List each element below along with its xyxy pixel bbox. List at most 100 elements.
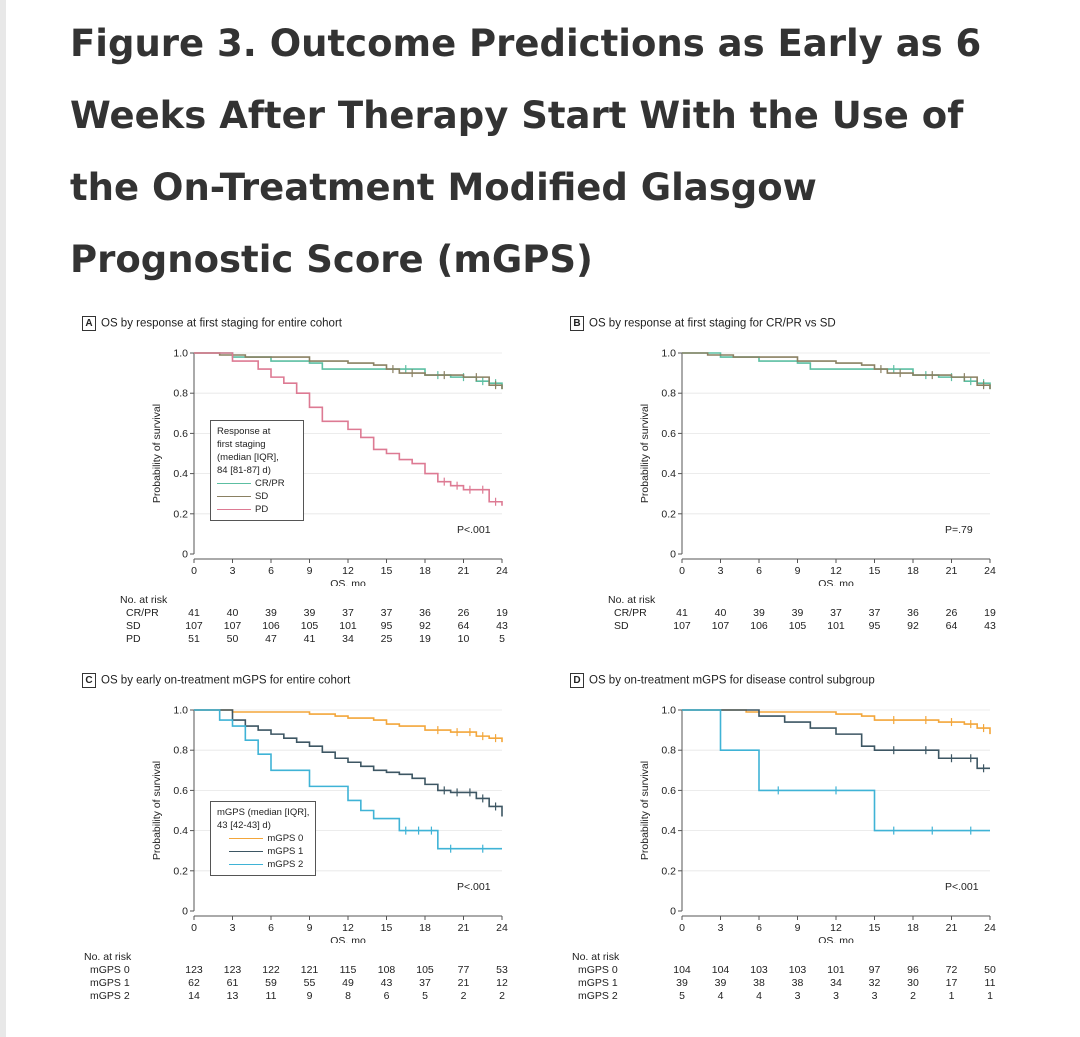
risk-row-label: mGPS 1 [90,977,130,989]
risk-count: 61 [226,977,239,989]
x-tick-label: 9 [307,922,313,934]
y-tick-label: 0.8 [173,388,188,400]
y-tick-label: 0.6 [173,785,188,797]
risk-count: 40 [714,607,727,619]
risk-count: 105 [416,964,434,976]
risk-count: 1 [987,990,993,1002]
series-line-sd [194,352,503,390]
risk-count: 8 [345,990,351,1002]
risk-count: 105 [788,620,807,632]
risk-count: 30 [907,977,919,989]
risk-count: 103 [788,964,807,976]
series-line-mgps-2 [682,709,990,832]
legend-entry: PD [217,503,297,516]
legend: Response at first staging (median [IQR], 84… [210,420,304,521]
risk-count: 108 [377,964,396,976]
risk-count: 105 [300,620,319,632]
risk-count: 101 [827,620,845,632]
risk-count: 5 [679,990,685,1002]
risk-count: 122 [262,964,280,976]
panel-letter: D [570,673,584,688]
risk-count: 41 [676,607,688,619]
km-plot: 0 0.2 0.4 0.6 0.8 1.0 0 3 6 9 12 15 18 21 24 OS, mo Prob… [639,348,996,587]
x-tick-label: 3 [230,565,236,577]
x-tick-label: 6 [268,565,274,577]
x-tick-label: 18 [907,922,919,934]
y-tick-label: 1.0 [661,705,676,717]
p-value: P<.001 [457,524,491,536]
series-line-mgps-2 [194,709,502,850]
risk-count: 3 [794,990,801,1002]
risk-count: 95 [380,620,393,632]
panel-d: D OS by on-treatment mGPS for disease con… [570,673,1070,1013]
risk-row-label: mGPS 2 [90,990,130,1002]
risk-count: 92 [419,620,431,632]
risk-count: 40 [226,607,239,619]
p-value: P<.001 [457,881,491,893]
risk-count: 19 [984,607,996,619]
x-tick-label: 15 [381,565,393,577]
risk-count: 36 [907,607,919,619]
risk-count: 107 [711,620,730,632]
panel-title: OS by response at first staging for CR/P… [589,317,836,330]
y-axis-label: Probability of survival [151,761,163,860]
risk-count: 106 [262,620,280,632]
x-tick-label: 12 [342,565,354,577]
risk-table-header: No. at risk [572,951,620,963]
risk-count: 2 [460,990,467,1002]
risk-count: 55 [303,977,316,989]
risk-count: 53 [496,964,508,976]
x-tick-label: 3 [718,922,724,934]
risk-count: 43 [380,977,393,989]
y-tick-label: 0.2 [661,865,676,877]
panel-letter: B [570,316,584,331]
panel-letter: A [82,316,96,331]
risk-count: 107 [223,620,242,632]
risk-count: 36 [419,607,431,619]
y-tick-label: 0.4 [661,468,676,480]
series-line-cr-pr [682,352,991,390]
legend-entry: mGPS 0 [217,832,309,845]
series-line-sd [682,352,991,390]
series-line-cr-pr [194,352,503,390]
x-tick-label: 24 [984,565,996,577]
x-axis-label: OS, mo [330,935,366,943]
y-axis-label: Probability of survival [639,404,651,503]
risk-count: 47 [265,633,277,645]
risk-count: 5 [422,990,428,1002]
legend-title-line: 84 [81-87] d) [217,465,271,476]
km-plot: 0 0.2 0.4 0.6 0.8 1.0 0 3 6 9 12 15 18 21 24 OS, mo Prob… [151,348,508,587]
x-tick-label: 24 [496,565,508,577]
risk-count: 39 [676,977,688,989]
x-tick-label: 9 [307,565,313,577]
panel-title: OS by early on-treatment mGPS for entire… [101,674,351,687]
legend-label: mGPS 1 [267,846,304,857]
risk-count: 34 [342,633,354,645]
risk-count: 11 [265,990,277,1002]
y-tick-label: 0 [670,906,676,918]
panel-label: C OS by early on-treatment mGPS for entir… [82,673,350,689]
legend-label: mGPS 0 [267,833,304,844]
panel-label: D OS by on-treatment mGPS for disease con… [570,673,875,689]
risk-count: 3 [871,990,878,1002]
x-axis-label: OS, mo [818,578,854,586]
panel-title: OS by response at first staging for enti… [101,317,342,330]
legend-title-line: first staging [217,439,266,450]
series-line-mgps-1 [194,709,503,817]
risk-count: 104 [673,964,691,976]
x-tick-label: 0 [679,565,685,577]
legend-swatch [217,496,251,497]
panel-title: OS by on-treatment mGPS for disease cont… [589,674,875,687]
risk-count: 50 [984,964,996,976]
risk-count: 12 [496,977,508,989]
p-value: P<.001 [945,881,979,893]
y-tick-label: 1.0 [173,705,188,717]
risk-count: 77 [457,964,470,976]
legend-title-line: (median [IQR], [217,452,279,463]
legend-label: mGPS 2 [267,859,304,870]
risk-count: 50 [226,633,239,645]
risk-count: 38 [791,977,804,989]
panel-letter: C [82,673,96,688]
risk-count: 32 [868,977,881,989]
x-tick-label: 12 [342,922,354,934]
